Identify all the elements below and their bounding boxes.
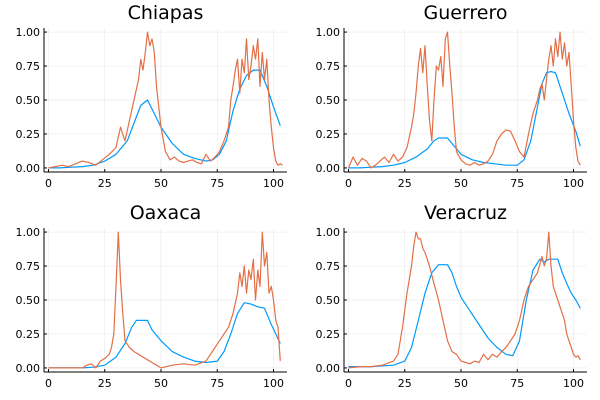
chart-panel-2: 0 25 50 75 100 0.00 0.25 0.50 0.75 1.00 Guerrero	[316, 2, 587, 190]
y-tick-label: 0.00	[316, 362, 341, 375]
series-line-1	[48, 69, 281, 169]
series-line-2	[48, 231, 281, 369]
y-tick-label: 0.50	[316, 294, 341, 307]
chart-panel-3: 0 25 50 75 100 0.00 0.25 0.50 0.75 1.00 Oaxaca	[16, 202, 287, 390]
y-tick-label: 0.00	[16, 362, 41, 375]
y-tick-label: 0.25	[16, 328, 41, 341]
series-line-2	[348, 231, 581, 369]
x-tick-label: 50	[154, 177, 168, 190]
chart-title: Chiapas	[128, 2, 204, 24]
x-tick-label: 75	[510, 177, 524, 190]
chart-panel-1: 0 25 50 75 100 0.00 0.25 0.50 0.75 1.00 Chiapas	[16, 2, 287, 190]
x-tick-label: 25	[98, 377, 112, 390]
y-tick-label: 1.00	[16, 226, 41, 239]
x-tick-label: 100	[563, 177, 584, 190]
y-tick-label: 0.00	[16, 162, 41, 175]
series-line-2	[347, 31, 581, 169]
x-tick-label: 100	[263, 377, 284, 390]
x-tick-label: 75	[210, 177, 224, 190]
y-tick-label: 0.75	[16, 260, 41, 273]
x-tick-label: 100	[263, 177, 284, 190]
y-tick-label: 1.00	[316, 26, 341, 39]
y-tick-label: 0.25	[316, 328, 341, 341]
series-line-1	[348, 70, 581, 169]
series-line-1	[48, 302, 281, 369]
y-tick-label: 0.50	[16, 294, 41, 307]
x-tick-label: 50	[154, 377, 168, 390]
y-tick-label: 0.50	[16, 94, 41, 107]
y-tick-label: 0.75	[16, 60, 41, 73]
x-tick-label: 0	[345, 377, 352, 390]
series-line-2	[48, 31, 283, 169]
x-tick-label: 25	[398, 377, 412, 390]
x-tick-label: 25	[398, 177, 412, 190]
x-tick-label: 0	[345, 177, 352, 190]
x-tick-label: 75	[510, 377, 524, 390]
y-tick-label: 0.25	[16, 128, 41, 141]
y-tick-label: 1.00	[316, 226, 341, 239]
x-tick-label: 25	[98, 177, 112, 190]
chart-title: Veracruz	[424, 202, 507, 224]
y-tick-label: 0.75	[316, 260, 341, 273]
y-tick-label: 1.00	[16, 26, 41, 39]
y-tick-label: 0.00	[316, 162, 341, 175]
series-line-1	[348, 258, 581, 368]
y-tick-label: 0.50	[316, 94, 341, 107]
chart-title: Guerrero	[423, 2, 507, 24]
x-tick-label: 75	[210, 377, 224, 390]
x-tick-label: 0	[45, 377, 52, 390]
x-tick-label: 50	[454, 177, 468, 190]
x-tick-label: 50	[454, 377, 468, 390]
y-tick-label: 0.75	[316, 60, 341, 73]
x-tick-label: 0	[45, 177, 52, 190]
chart-panel-4: 0 25 50 75 100 0.00 0.25 0.50 0.75 1.00 Veracruz	[316, 202, 587, 390]
chart-title: Oaxaca	[130, 202, 202, 224]
x-tick-label: 100	[563, 377, 584, 390]
y-tick-label: 0.25	[316, 128, 341, 141]
